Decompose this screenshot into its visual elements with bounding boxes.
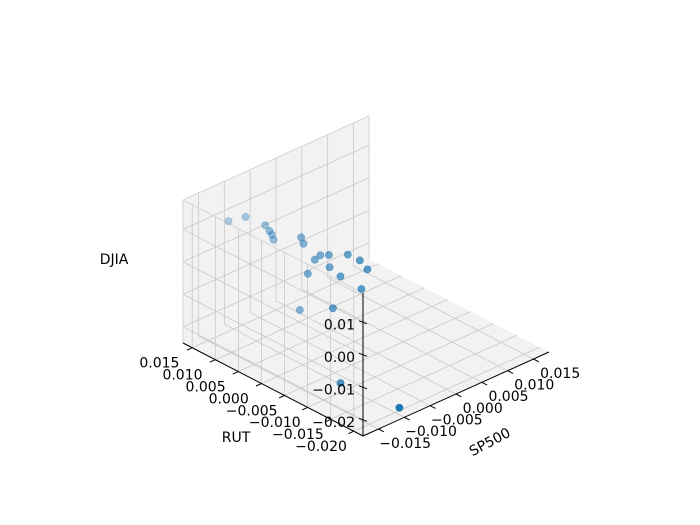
grid-line-z-right [182,242,370,328]
y-axis-label: RUT [222,430,251,446]
grid-line-z-left [182,326,364,421]
scatter-point [261,221,270,230]
y-tick-mark [324,418,331,423]
z-tick-label: −0.02 [312,415,355,431]
y-tick-mark [278,395,285,399]
y-tick-label: 0.010 [162,368,202,384]
scatter-point [328,304,337,313]
y-tick-label: 0.000 [209,391,249,407]
scatter-point [363,265,372,274]
pane-edge-top-left [182,199,364,294]
scatter-point [355,256,364,265]
scatter-point [269,235,278,244]
y-tick-mark [301,406,308,411]
z-axis-label: DJIA [100,252,129,268]
z-tick-label: 0.01 [324,317,355,333]
scatter-point [310,255,319,264]
x-tick-mark [507,370,514,374]
x-tick-mark [481,381,488,386]
y-tick-label: −0.015 [272,427,324,443]
y-tick-mark [232,371,239,375]
x-tick-label: 0.000 [463,401,503,417]
y-tick-label: 0.015 [139,356,179,372]
x-tick-label: −0.010 [405,424,457,440]
grid-line-z-right [182,209,370,295]
tick-marks [186,320,540,435]
x-tick-mark [378,428,385,433]
z-tick-mark [358,417,368,422]
x-tick-label: −0.015 [379,436,431,452]
x-tick-label: 0.010 [514,377,554,393]
scatter-point [224,217,233,226]
x-tick-mark [533,358,540,363]
scatter-point [295,306,304,314]
scatter-point [267,230,276,239]
z-tick-mark [358,352,368,357]
y-tick-label: 0.005 [186,379,226,395]
grid-line-x-floor [224,323,405,418]
x-axis-label: SP500 [467,425,513,460]
y-tick-mark [255,383,262,387]
z-tick-mark [358,385,368,390]
grid-lines [182,123,540,432]
grid-line-x-floor [250,312,431,407]
grid-line-y-floor [330,334,517,420]
y-tick-mark [348,430,355,435]
scatter-point [395,403,404,412]
grid-line-x-floor [198,335,379,430]
grid-line-y-floor [307,323,494,408]
y-tick-mark [186,347,193,351]
grid-line-z-right [182,177,370,263]
grid-line-y-floor [284,311,471,396]
grid-line-z-left [182,261,364,356]
tick-labels: −0.015−0.010−0.0050.0000.0050.0100.015−0… [139,317,580,455]
scatter-point [343,250,352,259]
scatter-point [265,226,274,235]
scatter-point [241,213,250,221]
y-tick-label: −0.005 [226,403,278,419]
x-tick-label: 0.005 [488,389,528,405]
grid-line-y-floor [261,299,448,384]
x-tick-mark [404,416,410,421]
x-tick-mark [429,405,436,409]
grid-line-x-floor [353,265,534,360]
grid-line-y-floor [238,287,425,372]
y-axis-line [182,342,364,437]
z-tick-label: −0.01 [312,382,355,398]
data-points [224,213,404,412]
scatter-point [336,379,345,387]
y-tick-label: −0.020 [295,439,347,455]
grid-line-x-floor [327,277,508,372]
scatter-point [357,285,366,293]
x-tick-mark [455,393,462,398]
grid-line-y-floor [353,346,540,432]
y-tick-mark [209,359,216,363]
y-tick-label: −0.010 [249,415,301,431]
scatter-point [316,251,325,260]
axis-edges [182,115,550,437]
scatter-point [297,233,305,242]
scatter-point [336,272,345,281]
grid-line-x-floor [275,300,457,395]
scatter-point [324,251,333,259]
x-tick-label: −0.005 [431,412,483,428]
grid-line-z-left [182,293,364,388]
z-tick-label: 0.00 [324,350,355,366]
pane-edge-top-right [182,115,370,201]
x-tick-label: 0.015 [540,366,580,382]
z-tick-mark [358,320,368,325]
scatter-point [303,269,312,278]
grid-line-z-right [182,144,370,230]
scatter-point [325,263,334,272]
grid-line-y-floor [215,275,402,361]
grid-line-y-floor [192,263,379,349]
